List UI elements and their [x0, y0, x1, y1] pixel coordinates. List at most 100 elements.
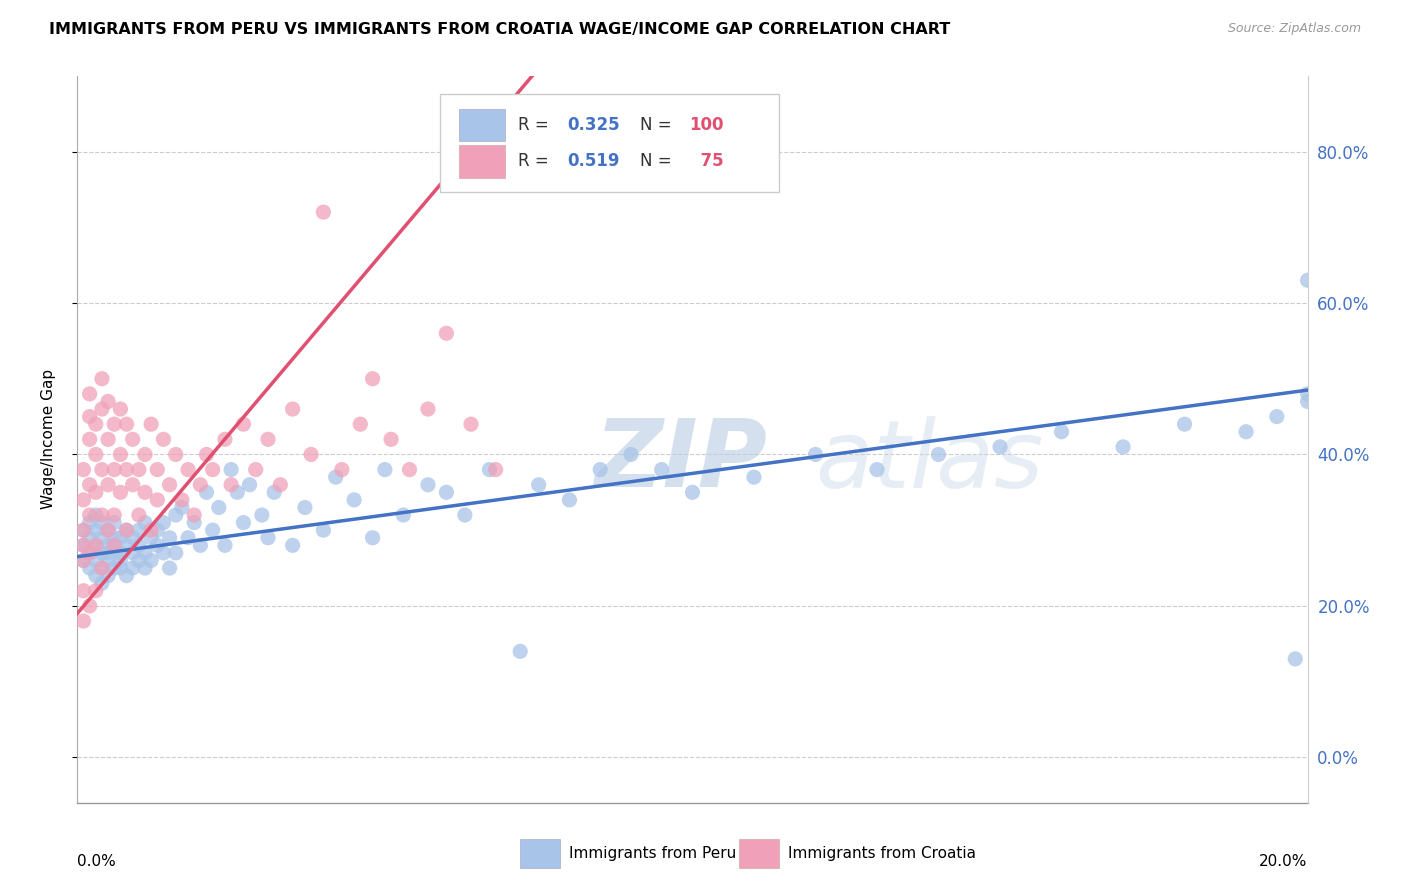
Point — [214, 432, 236, 446]
Point — [620, 447, 643, 461]
Point — [115, 417, 138, 432]
Point — [146, 538, 169, 552]
Point — [128, 462, 150, 476]
Point — [281, 402, 304, 417]
Point — [72, 614, 94, 628]
Point — [84, 523, 107, 537]
FancyBboxPatch shape — [440, 94, 779, 192]
Point — [141, 523, 163, 537]
Point — [90, 561, 114, 575]
Point — [110, 485, 132, 500]
Point — [121, 432, 143, 446]
Text: 0.0%: 0.0% — [77, 854, 117, 869]
Point — [195, 447, 218, 461]
Point — [742, 470, 765, 484]
Point — [110, 447, 132, 461]
Text: N =: N = — [640, 116, 676, 134]
Point — [84, 568, 107, 582]
Point — [201, 462, 224, 476]
Point — [146, 523, 169, 537]
Point — [294, 500, 316, 515]
Point — [159, 531, 181, 545]
Point — [165, 447, 187, 461]
Point — [110, 553, 132, 567]
Point — [97, 477, 120, 491]
Point — [128, 508, 150, 522]
Point — [90, 508, 114, 522]
Point — [804, 447, 827, 461]
Point — [110, 402, 132, 417]
Point — [416, 477, 439, 491]
Point — [79, 432, 101, 446]
Point — [250, 508, 273, 522]
Point — [159, 561, 181, 575]
Point — [558, 492, 581, 507]
Point — [84, 583, 107, 598]
Point — [128, 538, 150, 552]
Point — [79, 546, 101, 560]
Point — [84, 538, 107, 552]
Point — [79, 508, 101, 522]
Point — [195, 485, 218, 500]
Point — [134, 447, 156, 461]
Point — [115, 538, 138, 552]
Point — [165, 508, 187, 522]
Text: R =: R = — [517, 116, 554, 134]
Point — [349, 417, 371, 432]
Point — [361, 372, 384, 386]
Point — [128, 553, 150, 567]
Point — [416, 402, 439, 417]
Point — [115, 568, 138, 582]
Point — [134, 546, 156, 560]
Point — [269, 477, 291, 491]
Point — [79, 546, 101, 560]
Point — [152, 546, 174, 560]
FancyBboxPatch shape — [458, 145, 506, 178]
Point — [183, 508, 205, 522]
Point — [84, 447, 107, 461]
Point — [72, 583, 94, 598]
Point — [478, 462, 501, 476]
Point — [152, 516, 174, 530]
Point — [312, 523, 335, 537]
Point — [110, 546, 132, 560]
Point — [84, 485, 107, 500]
Point — [103, 531, 125, 545]
Point — [97, 394, 120, 409]
Point — [72, 553, 94, 567]
Point — [84, 508, 107, 522]
Point — [1265, 409, 1288, 424]
Point — [380, 432, 402, 446]
Point — [72, 538, 94, 552]
Point — [90, 531, 114, 545]
Point — [121, 531, 143, 545]
Point — [90, 561, 114, 575]
Point — [281, 538, 304, 552]
Point — [170, 500, 193, 515]
Point — [928, 447, 950, 461]
Point — [97, 523, 120, 537]
Point — [146, 462, 169, 476]
Point — [257, 432, 280, 446]
Point — [79, 561, 101, 575]
Y-axis label: Wage/Income Gap: Wage/Income Gap — [42, 369, 56, 509]
Point — [110, 531, 132, 545]
Point — [325, 470, 347, 484]
Point — [312, 205, 335, 219]
FancyBboxPatch shape — [740, 839, 779, 868]
Point — [110, 561, 132, 575]
Point — [115, 523, 138, 537]
Point — [79, 409, 101, 424]
Point — [79, 477, 101, 491]
Point — [134, 561, 156, 575]
Point — [330, 462, 353, 476]
Point — [72, 462, 94, 476]
Point — [257, 531, 280, 545]
Point — [97, 546, 120, 560]
Point — [90, 372, 114, 386]
Point — [72, 523, 94, 537]
Point — [454, 508, 477, 522]
Point — [84, 417, 107, 432]
Point — [97, 553, 120, 567]
Point — [485, 462, 508, 476]
